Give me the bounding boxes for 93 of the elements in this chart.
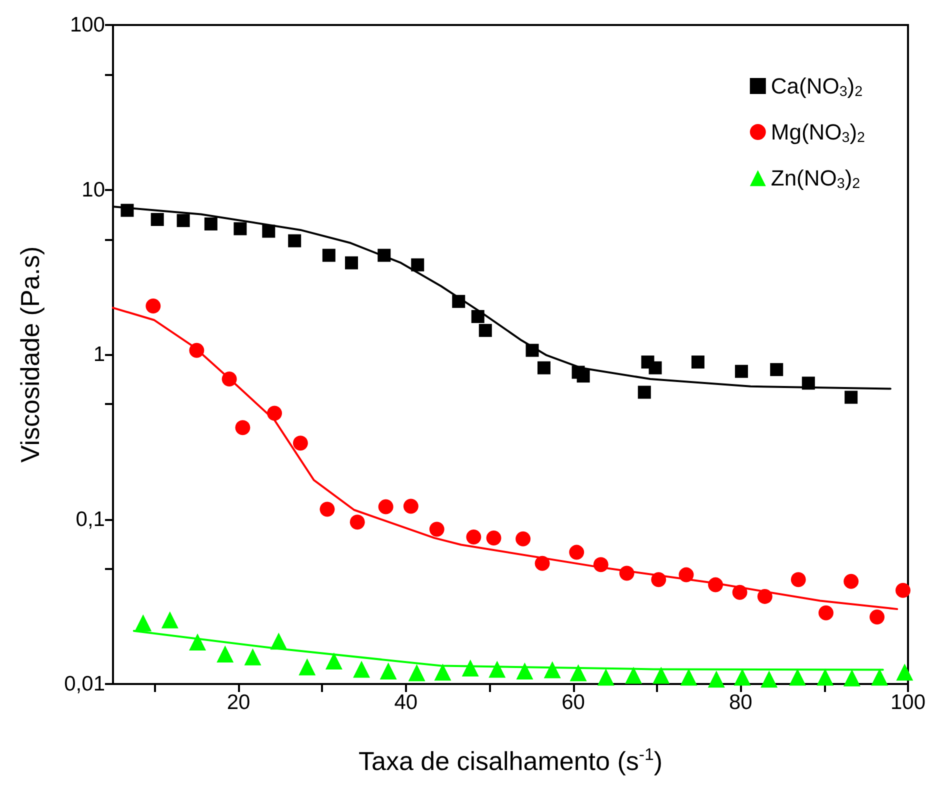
point [262,224,276,238]
point [471,310,484,324]
y-tick-label: 0,01 [64,672,105,696]
point [569,544,584,560]
point [770,363,784,376]
point [516,531,531,546]
point [843,669,860,686]
point [570,664,587,682]
point [593,557,608,572]
point [378,248,391,262]
point [466,530,482,545]
point [235,420,250,436]
point [619,566,634,581]
point [652,666,670,684]
point [678,567,694,582]
point [146,298,161,314]
point [734,668,751,686]
point [298,658,316,676]
point [134,614,152,632]
point [288,234,302,248]
line-series [112,206,892,390]
point [760,670,778,688]
point [434,664,452,681]
point [320,502,335,517]
point [896,664,914,681]
x-tick-label: 40 [394,691,418,714]
y-tick-label: 10 [82,178,105,202]
point [734,364,748,378]
point [267,406,282,421]
point [526,344,539,357]
point [789,668,806,686]
point [244,648,262,666]
point [534,556,550,571]
point [732,584,748,600]
point [325,652,342,670]
point [708,670,725,688]
point [353,660,370,678]
point [870,610,885,625]
point [403,498,418,514]
point [576,370,590,383]
point [270,632,288,650]
point [625,666,642,684]
y-axis-title: Viscosidade (Pa.s) [15,246,45,463]
point [597,668,614,686]
point [176,214,190,228]
point [478,324,492,337]
point [895,582,910,598]
x-tick-label: 80 [728,691,752,714]
point [691,356,704,369]
point [516,662,534,680]
point [708,577,724,592]
point [844,390,858,404]
point [150,212,164,226]
x-tick-label: 60 [562,691,585,714]
point [790,572,806,588]
point [486,530,502,546]
point [648,361,662,374]
point [380,662,397,680]
point [680,668,698,686]
y-tick-label: 100 [70,14,105,36]
point [322,248,336,262]
point [350,514,365,530]
point [189,633,206,650]
point [488,660,506,678]
point [204,217,218,230]
point [292,436,308,451]
point [816,668,834,686]
point [544,661,561,678]
point [818,605,834,620]
point [871,668,888,686]
point [757,588,772,604]
point [345,256,358,270]
point [378,499,394,514]
point [638,386,651,399]
point [189,342,204,358]
y-tick-label: 1 [93,343,105,366]
y-tick-label: 0,1 [76,508,105,531]
point [120,204,134,217]
x-tick-label: 100 [890,691,926,714]
point [408,664,426,682]
point [462,660,479,677]
point [411,258,424,272]
x-tick-label: 20 [226,691,250,714]
point [651,572,666,588]
point [844,574,859,589]
point [234,222,247,236]
point [222,372,237,386]
point [216,646,234,663]
point [802,376,815,390]
point [452,294,466,308]
point [161,611,178,628]
point [429,522,444,537]
point [537,361,550,374]
